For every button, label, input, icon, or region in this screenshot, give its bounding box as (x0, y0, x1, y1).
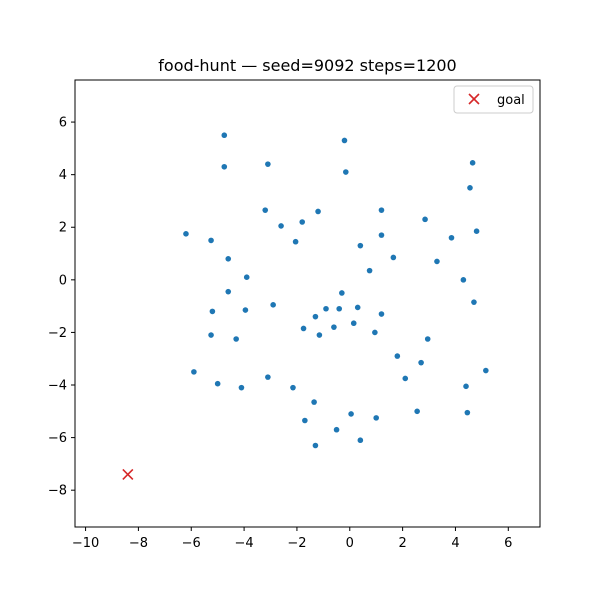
x-tick-label: −10 (72, 536, 99, 551)
food-point (390, 254, 397, 261)
food-point (208, 332, 214, 338)
x-tick-label: −2 (287, 536, 306, 551)
food-point (233, 336, 239, 342)
axis-ticks: −10 −8 −6 −4 −2 0 2 4 6 −8 −6 −4 −2 0 2 4 6 (48, 116, 513, 551)
food-point (300, 325, 307, 332)
food-point (312, 313, 319, 320)
y-tick-label: −6 (48, 431, 67, 446)
food-point (366, 267, 373, 274)
plot-frame (74, 79, 541, 528)
food-point (323, 305, 329, 312)
food-point (463, 383, 469, 390)
food-point (331, 324, 337, 330)
food-point (270, 302, 276, 308)
goal-marker (122, 468, 134, 480)
x-tick-label: −8 (129, 536, 148, 551)
food-point (265, 374, 271, 380)
food-point (238, 384, 245, 391)
food-point (339, 290, 345, 296)
food-point (414, 408, 420, 415)
food-point (312, 442, 319, 449)
y-tick-label: 2 (59, 221, 67, 236)
food-point (343, 169, 349, 175)
food-point (242, 307, 249, 313)
legend: goal (453, 85, 534, 114)
legend-label-goal: goal (497, 93, 525, 108)
food-point (464, 409, 471, 416)
x-tick-label: 2 (398, 536, 406, 551)
food-point (483, 367, 489, 374)
food-point (418, 359, 424, 366)
food-point (372, 329, 378, 336)
y-tick-label: −2 (48, 326, 67, 341)
food-point (225, 288, 232, 295)
food-point (191, 369, 197, 375)
food-point (373, 415, 379, 421)
food-point (265, 161, 271, 167)
food-point (378, 311, 385, 317)
food-point (378, 207, 385, 213)
food-point (354, 304, 361, 311)
food-point (302, 417, 308, 424)
legend-box (453, 85, 534, 114)
food-point (357, 437, 364, 444)
food-point (422, 216, 428, 223)
food-point (311, 399, 317, 405)
x-tick-label: 4 (451, 536, 459, 551)
food-point (183, 231, 189, 237)
food-point (394, 353, 401, 359)
food-point (333, 426, 340, 433)
food-point (299, 219, 306, 225)
food-point (209, 308, 216, 315)
food-point (402, 375, 409, 382)
food-point (221, 163, 228, 170)
food-point (225, 255, 232, 262)
food-point (341, 137, 348, 144)
food-point (378, 232, 385, 238)
food-point (473, 228, 480, 234)
food-point (214, 380, 221, 387)
food-point (448, 234, 455, 241)
food-point (348, 411, 354, 417)
food-point (460, 277, 467, 283)
plot-area (122, 132, 489, 480)
y-tick-label: −8 (48, 484, 67, 499)
food-point (336, 305, 343, 312)
food-point (290, 384, 296, 391)
x-tick-label: 0 (346, 536, 354, 551)
food-point (315, 208, 321, 215)
food-point (292, 238, 299, 245)
food-point (424, 336, 431, 342)
food-point (208, 237, 214, 244)
x-tick-label: −6 (182, 536, 201, 551)
food-point (471, 299, 477, 305)
food-point (434, 258, 440, 265)
y-tick-label: 4 (59, 168, 67, 183)
food-point (467, 185, 473, 191)
food-point (278, 223, 284, 229)
food-point (357, 242, 364, 249)
y-tick-label: −4 (48, 379, 67, 394)
food-point (316, 332, 323, 338)
food-point (243, 274, 250, 281)
x-tick-label: −4 (235, 536, 254, 551)
food-point (262, 207, 269, 213)
food-point (350, 320, 357, 327)
chart-title: food-hunt — seed=9092 steps=1200 (158, 56, 456, 75)
food-point (221, 132, 228, 139)
y-tick-label: 0 (59, 273, 67, 288)
goal-x-icon (468, 93, 480, 105)
x-tick-label: 6 (504, 536, 512, 551)
food-point (469, 160, 476, 166)
y-tick-label: 6 (59, 116, 67, 131)
goal-legend-marker (468, 93, 480, 105)
